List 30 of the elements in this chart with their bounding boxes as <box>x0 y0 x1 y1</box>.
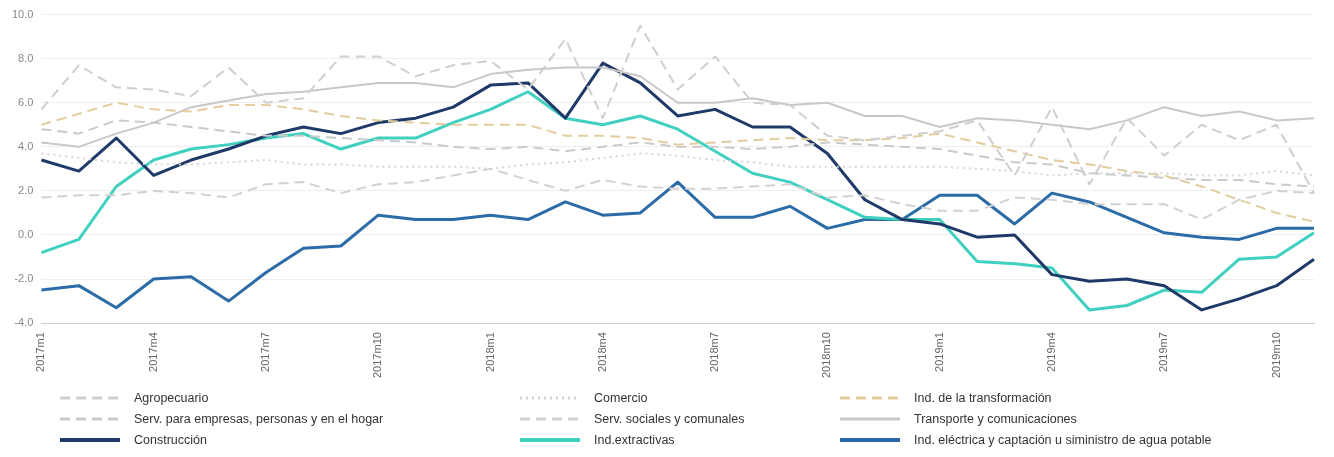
x-tick-label: 2018m4 <box>595 332 608 372</box>
x-tick-label: 2019m7 <box>1157 332 1170 372</box>
x-tick-label: 2017m7 <box>259 332 272 372</box>
legend-label: Ind. de la transformación <box>914 391 1052 405</box>
y-tick-label: 6.0 <box>18 95 34 108</box>
legend-label: Serv. sociales y comunales <box>594 412 745 426</box>
legend-label: Ind.extractivas <box>594 433 675 447</box>
x-tick-label: 2017m1 <box>34 332 47 372</box>
x-tick-label: 2017m10 <box>371 332 384 379</box>
x-tick-label: 2019m10 <box>1269 332 1282 379</box>
y-tick-label: 8.0 <box>18 51 34 64</box>
legend-label: Serv. para empresas, personas y en el hogar <box>134 412 384 426</box>
legend-label: Transporte y comunicaciones <box>914 412 1077 426</box>
x-tick-label: 2019m4 <box>1045 332 1058 372</box>
y-tick-label: -4.0 <box>14 316 34 329</box>
legend-label: Agropecuario <box>134 391 209 405</box>
y-tick-label: 0.0 <box>18 228 34 241</box>
legend-label: Ind. eléctrica y captación u siministro de agua potable <box>914 433 1212 447</box>
y-tick-label: 4.0 <box>18 139 34 152</box>
x-tick-label: 2018m10 <box>820 332 833 379</box>
y-tick-label: -2.0 <box>14 272 34 285</box>
x-tick-label: 2017m4 <box>146 332 159 372</box>
y-tick-label: 2.0 <box>18 183 34 196</box>
y-tick-label: 10.0 <box>11 7 34 20</box>
legend-label: Comercio <box>594 391 648 405</box>
line-series <box>40 101 1315 223</box>
x-tick-label: 2018m7 <box>708 332 721 372</box>
x-tick-label: 2018m1 <box>483 332 496 372</box>
x-tick-label: 2019m1 <box>932 332 945 372</box>
legend-label: Construcción <box>134 433 207 447</box>
